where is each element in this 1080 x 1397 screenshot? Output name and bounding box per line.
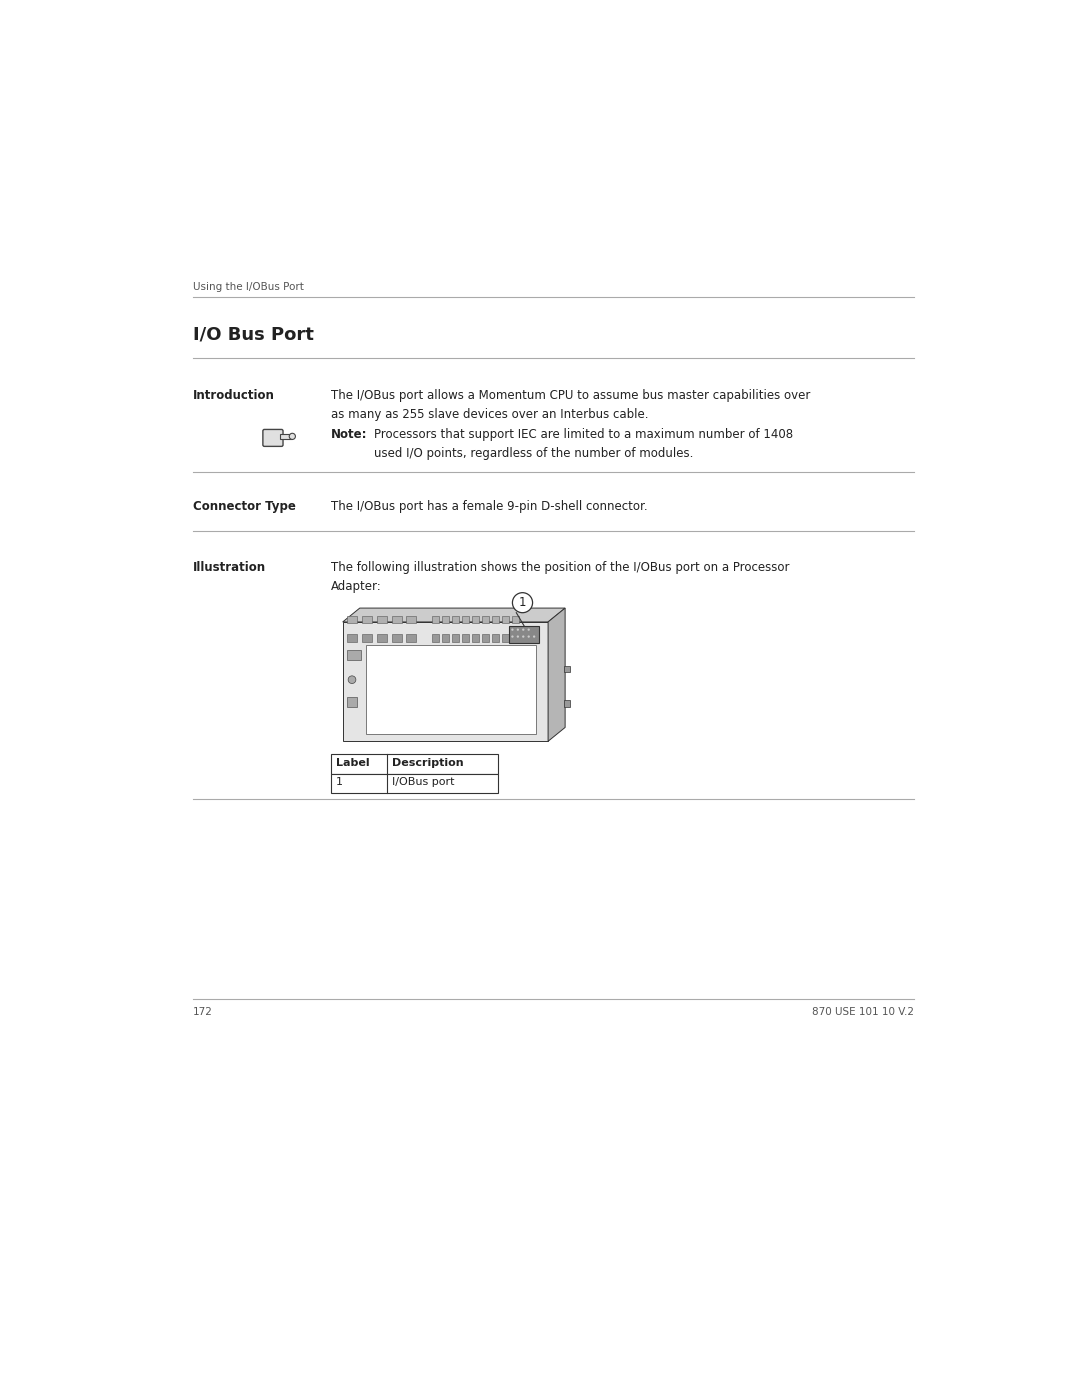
Bar: [377, 634, 387, 643]
Bar: [362, 616, 373, 623]
Bar: [348, 634, 357, 643]
Bar: [451, 616, 459, 623]
Bar: [512, 634, 519, 643]
Bar: [406, 616, 416, 623]
Bar: [510, 626, 539, 643]
Text: 870 USE 101 10 V.2: 870 USE 101 10 V.2: [812, 1007, 914, 1017]
Bar: [392, 634, 402, 643]
Bar: [348, 697, 357, 707]
Polygon shape: [342, 608, 565, 622]
FancyBboxPatch shape: [262, 429, 283, 447]
Bar: [332, 774, 498, 793]
Circle shape: [511, 636, 514, 637]
Bar: [362, 634, 373, 643]
Bar: [462, 634, 469, 643]
Circle shape: [527, 636, 530, 637]
Text: Using the I/OBus Port: Using the I/OBus Port: [193, 282, 303, 292]
Bar: [442, 616, 449, 623]
Circle shape: [527, 629, 530, 631]
Bar: [564, 700, 570, 707]
Text: Note:: Note:: [332, 427, 367, 441]
Circle shape: [516, 629, 519, 631]
Text: Illustration: Illustration: [193, 562, 267, 574]
Bar: [392, 616, 402, 623]
Bar: [472, 616, 480, 623]
Bar: [432, 616, 438, 623]
Bar: [502, 634, 510, 643]
Circle shape: [522, 636, 525, 637]
Bar: [512, 616, 519, 623]
Bar: [377, 616, 387, 623]
Circle shape: [522, 629, 525, 631]
Bar: [442, 634, 449, 643]
Bar: [492, 616, 499, 623]
Circle shape: [348, 676, 356, 683]
Circle shape: [511, 629, 514, 631]
Bar: [342, 622, 548, 742]
Bar: [482, 634, 489, 643]
Circle shape: [516, 636, 519, 637]
Text: 1: 1: [518, 597, 526, 609]
Text: Processors that support IEC are limited to a maximum number of 1408
used I/O poi: Processors that support IEC are limited …: [374, 427, 793, 460]
Bar: [462, 616, 469, 623]
Text: The I/OBus port has a female 9-pin D-shell connector.: The I/OBus port has a female 9-pin D-she…: [332, 500, 648, 513]
Text: 172: 172: [193, 1007, 213, 1017]
Circle shape: [289, 433, 296, 440]
Text: The I/OBus port allows a Momentum CPU to assume bus master capabilities over
as : The I/OBus port allows a Momentum CPU to…: [332, 388, 810, 420]
Bar: [564, 666, 570, 672]
Text: The following illustration shows the position of the I/OBus port on a Processor
: The following illustration shows the pos…: [332, 562, 789, 594]
Bar: [502, 616, 510, 623]
Bar: [348, 616, 357, 623]
Text: I/OBus port: I/OBus port: [392, 778, 454, 788]
Bar: [432, 634, 438, 643]
Bar: [348, 650, 362, 661]
Bar: [482, 616, 489, 623]
Text: Connector Type: Connector Type: [193, 500, 296, 513]
Text: Description: Description: [392, 759, 463, 768]
Text: Label: Label: [336, 759, 369, 768]
Bar: [406, 634, 416, 643]
Polygon shape: [548, 608, 565, 742]
Circle shape: [532, 636, 536, 637]
Circle shape: [512, 592, 532, 613]
Bar: [451, 634, 459, 643]
Bar: [366, 645, 537, 733]
Text: 1: 1: [336, 778, 342, 788]
Bar: [492, 634, 499, 643]
Bar: [280, 434, 293, 440]
Text: I/O Bus Port: I/O Bus Port: [193, 326, 314, 344]
Bar: [472, 634, 480, 643]
Text: Introduction: Introduction: [193, 388, 275, 401]
Bar: [332, 754, 498, 774]
